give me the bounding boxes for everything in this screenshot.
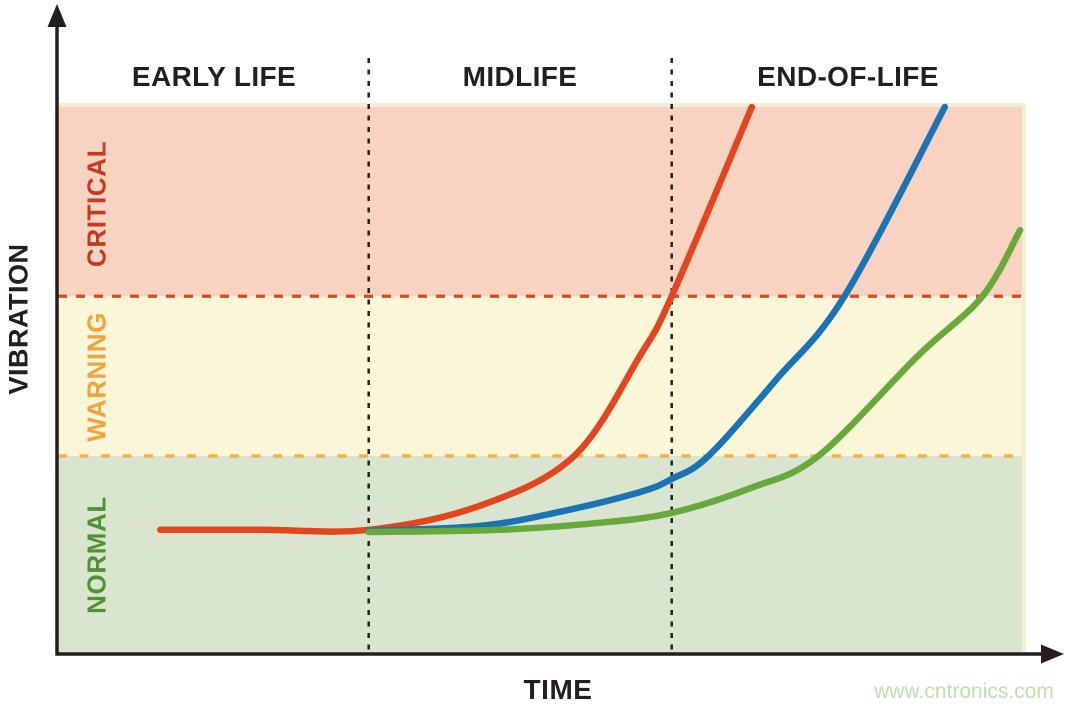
phase-label-early-life: EARLY LIFE: [131, 61, 297, 92]
watermark-text: www.cntronics.com: [874, 680, 1054, 703]
zone-band-warning: [57, 296, 1022, 456]
zone-band-critical: [57, 107, 1022, 297]
curve-slow-degradation: [365, 226, 1024, 536]
curve-medium-degradation: [365, 103, 949, 535]
y-axis-title: VIBRATION: [3, 243, 34, 395]
zone-label-warning: WARNING: [81, 312, 112, 442]
phase-label-midlife: MIDLIFE: [462, 61, 578, 92]
zone-band-normal: [57, 455, 1022, 654]
zone-label-critical: CRITICAL: [81, 140, 112, 268]
zone-bands-layer: [57, 103, 1026, 654]
y-axis-arrowhead-icon: [47, 4, 67, 27]
curves-layer: [157, 103, 1024, 536]
curve-fast-degradation: [157, 103, 756, 535]
threshold-lines-layer: [58, 58, 1022, 653]
x-axis-arrowhead-icon: [1041, 644, 1064, 664]
phase-label-end-of-life: END-OF-LIFE: [757, 61, 939, 92]
axes-layer: [47, 4, 1064, 664]
x-axis-title: TIME: [523, 674, 593, 705]
zone-label-normal: NORMAL: [81, 496, 112, 614]
